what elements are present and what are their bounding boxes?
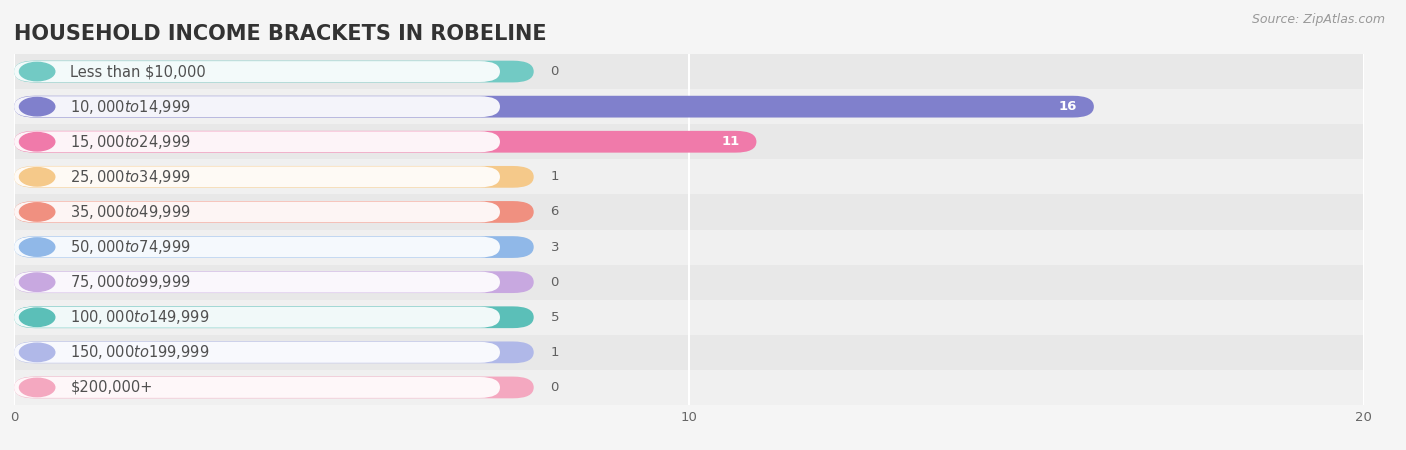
Circle shape [20,238,55,256]
Text: $75,000 to $99,999: $75,000 to $99,999 [70,273,191,291]
FancyBboxPatch shape [14,377,501,398]
Text: Source: ZipAtlas.com: Source: ZipAtlas.com [1251,14,1385,27]
Bar [14,335,1364,370]
FancyBboxPatch shape [14,271,534,293]
Bar [14,124,1364,159]
FancyBboxPatch shape [14,201,534,223]
Text: $15,000 to $24,999: $15,000 to $24,999 [70,133,191,151]
Text: 0: 0 [551,381,560,394]
Bar [14,89,1364,124]
Text: 11: 11 [721,135,740,148]
Circle shape [20,168,55,186]
Text: 16: 16 [1059,100,1077,113]
Text: $100,000 to $149,999: $100,000 to $149,999 [70,308,209,326]
FancyBboxPatch shape [14,342,534,363]
Text: 1: 1 [551,171,560,183]
FancyBboxPatch shape [14,237,501,257]
Circle shape [20,63,55,81]
Text: $25,000 to $34,999: $25,000 to $34,999 [70,168,191,186]
Bar [14,300,1364,335]
FancyBboxPatch shape [14,131,756,153]
Circle shape [20,98,55,116]
Bar [14,159,1364,194]
FancyBboxPatch shape [14,202,501,222]
Text: $35,000 to $49,999: $35,000 to $49,999 [70,203,191,221]
FancyBboxPatch shape [14,236,534,258]
Bar [14,54,1364,89]
FancyBboxPatch shape [14,166,534,188]
Text: 0: 0 [551,65,560,78]
FancyBboxPatch shape [14,96,1094,117]
Text: HOUSEHOLD INCOME BRACKETS IN ROBELINE: HOUSEHOLD INCOME BRACKETS IN ROBELINE [14,24,547,44]
Bar [14,194,1364,230]
FancyBboxPatch shape [14,166,501,187]
Bar [14,230,1364,265]
Text: $50,000 to $74,999: $50,000 to $74,999 [70,238,191,256]
FancyBboxPatch shape [14,61,534,82]
Circle shape [20,273,55,291]
FancyBboxPatch shape [14,377,534,398]
Circle shape [20,378,55,396]
FancyBboxPatch shape [14,272,501,292]
Text: $10,000 to $14,999: $10,000 to $14,999 [70,98,191,116]
Text: $200,000+: $200,000+ [70,380,153,395]
FancyBboxPatch shape [14,96,501,117]
Bar [14,370,1364,405]
Text: 6: 6 [551,206,560,218]
FancyBboxPatch shape [14,307,501,328]
Text: 5: 5 [551,311,560,324]
Text: 0: 0 [551,276,560,288]
Text: 3: 3 [551,241,560,253]
Text: Less than $10,000: Less than $10,000 [70,64,207,79]
FancyBboxPatch shape [14,306,534,328]
Circle shape [20,343,55,361]
Text: $150,000 to $199,999: $150,000 to $199,999 [70,343,209,361]
Circle shape [20,308,55,326]
Bar [14,265,1364,300]
Circle shape [20,133,55,151]
FancyBboxPatch shape [14,342,501,363]
FancyBboxPatch shape [14,131,501,152]
Circle shape [20,203,55,221]
Text: 1: 1 [551,346,560,359]
FancyBboxPatch shape [14,61,501,82]
